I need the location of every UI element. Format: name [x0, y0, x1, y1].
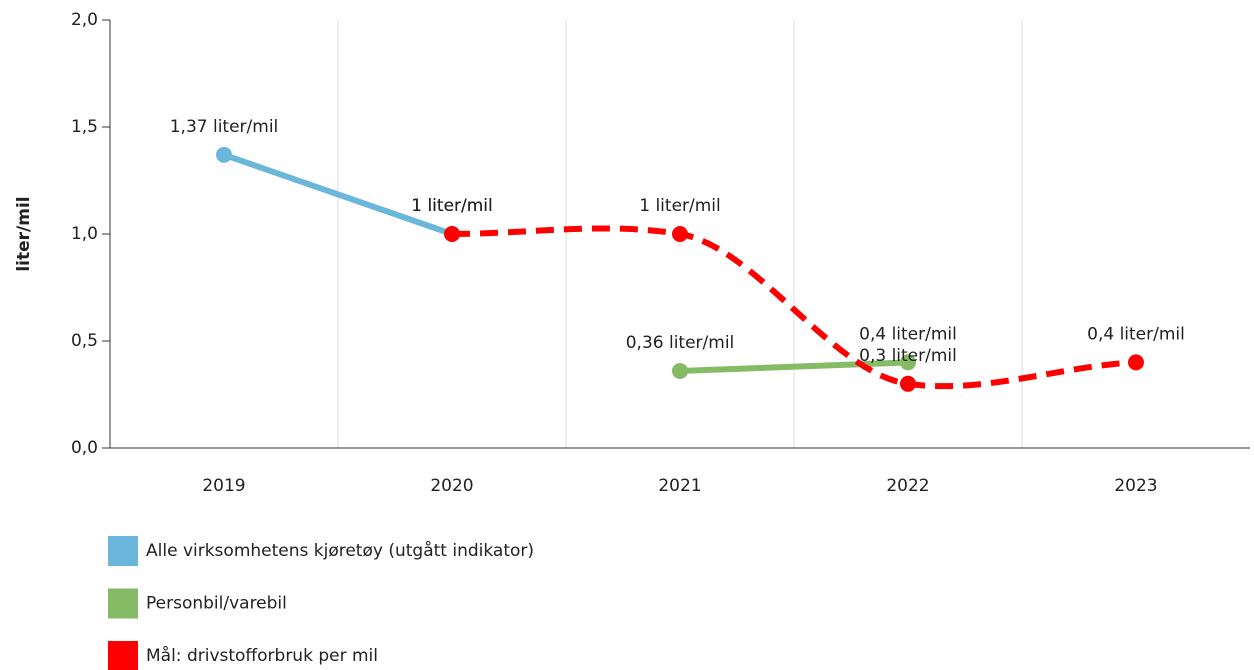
- y-tick-label: 0,5: [71, 331, 98, 351]
- legend-label: Mål: drivstofforbruk per mil: [146, 645, 378, 666]
- x-tick-label: 2023: [1114, 476, 1157, 496]
- legend-swatch: [108, 588, 138, 619]
- x-tick-label: 2021: [658, 476, 701, 496]
- data-label: 0,36 liter/mil: [626, 333, 735, 353]
- legend-swatch: [108, 536, 138, 566]
- data-label: 1,37 liter/mil: [170, 117, 279, 137]
- legend-label: Personbil/varebil: [146, 594, 287, 614]
- data-label: 1 liter/mil: [639, 196, 721, 216]
- y-tick-label: 2,0: [71, 10, 98, 30]
- data-point: [900, 375, 916, 392]
- data-label: 0,4 liter/mil: [1087, 324, 1185, 344]
- data-point: [672, 226, 688, 242]
- legend-swatch: [108, 641, 138, 670]
- data-point: [216, 146, 232, 163]
- data-label: 1 liter/mil: [411, 196, 493, 216]
- x-tick-label: 2020: [430, 476, 473, 496]
- data-point: [1128, 354, 1144, 371]
- data-point: [444, 226, 460, 242]
- y-axis-label: liter/mil: [14, 196, 34, 271]
- x-tick-label: 2022: [886, 476, 929, 496]
- x-tick-label: 2019: [202, 476, 245, 496]
- data-point: [900, 354, 916, 371]
- data-point: [672, 362, 688, 379]
- y-tick-label: 1,5: [71, 117, 98, 137]
- data-label: 1 liter/mil: [411, 196, 493, 216]
- series-line: [223, 151, 453, 237]
- y-tick-label: 1,0: [71, 224, 98, 244]
- data-label: 0,3 liter/mil: [859, 346, 957, 366]
- data-label: 0,4 liter/mil: [859, 324, 957, 344]
- y-tick-label: 0,0: [71, 438, 98, 458]
- series-line: [679, 359, 909, 374]
- series-line: [451, 225, 1137, 390]
- legend-label: Alle virksomhetens kjøretøy (utgått indi…: [146, 540, 534, 561]
